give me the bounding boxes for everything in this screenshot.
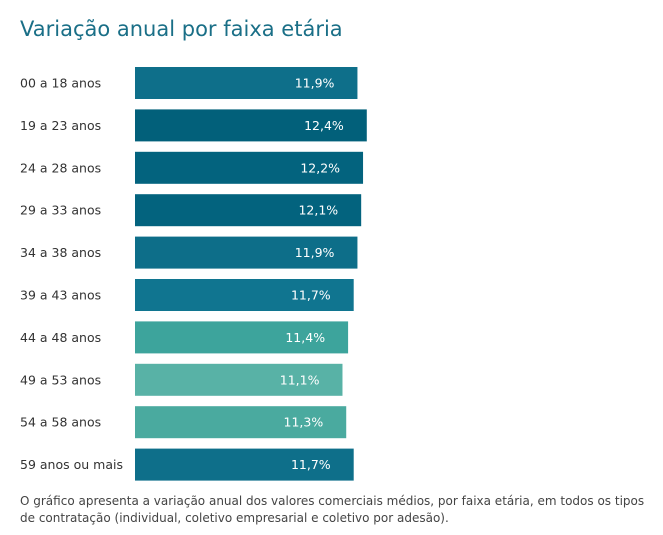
category-label: 19 a 23 anos bbox=[20, 118, 101, 133]
category-label: 44 a 48 anos bbox=[20, 330, 101, 345]
value-label: 12,2% bbox=[300, 160, 340, 175]
value-label: 11,9% bbox=[295, 245, 335, 260]
value-label: 11,3% bbox=[284, 415, 324, 430]
chart: Variação anual por faixa etária 00 a 18 … bbox=[20, 17, 367, 481]
category-label: 39 a 43 anos bbox=[20, 288, 101, 303]
bar bbox=[135, 194, 362, 227]
value-label: 11,1% bbox=[280, 372, 320, 387]
value-label: 11,4% bbox=[285, 330, 325, 345]
category-label: 54 a 58 anos bbox=[20, 415, 101, 430]
category-label: 49 a 53 anos bbox=[20, 372, 101, 387]
bar bbox=[135, 363, 343, 396]
bar bbox=[135, 109, 367, 142]
value-label: 11,9% bbox=[295, 76, 335, 91]
bar bbox=[135, 67, 358, 99]
bar bbox=[135, 279, 354, 311]
value-label: 11,7% bbox=[291, 457, 331, 472]
value-label: 12,4% bbox=[304, 118, 344, 133]
bar bbox=[135, 236, 358, 269]
bar bbox=[135, 151, 364, 184]
category-label: 00 a 18 anos bbox=[20, 76, 101, 91]
bar bbox=[135, 448, 354, 481]
bar bbox=[135, 321, 349, 354]
category-label: 34 a 38 anos bbox=[20, 245, 101, 260]
category-label: 29 a 33 anos bbox=[20, 203, 101, 218]
footnote: O gráfico apresenta a variação anual dos… bbox=[20, 494, 645, 525]
value-label: 11,7% bbox=[291, 288, 331, 303]
category-label: 59 anos ou mais bbox=[20, 457, 123, 472]
bar bbox=[135, 406, 347, 439]
category-label: 24 a 28 anos bbox=[20, 160, 101, 175]
value-label: 12,1% bbox=[298, 203, 338, 218]
chart-title: Variação anual por faixa etária bbox=[20, 17, 343, 41]
